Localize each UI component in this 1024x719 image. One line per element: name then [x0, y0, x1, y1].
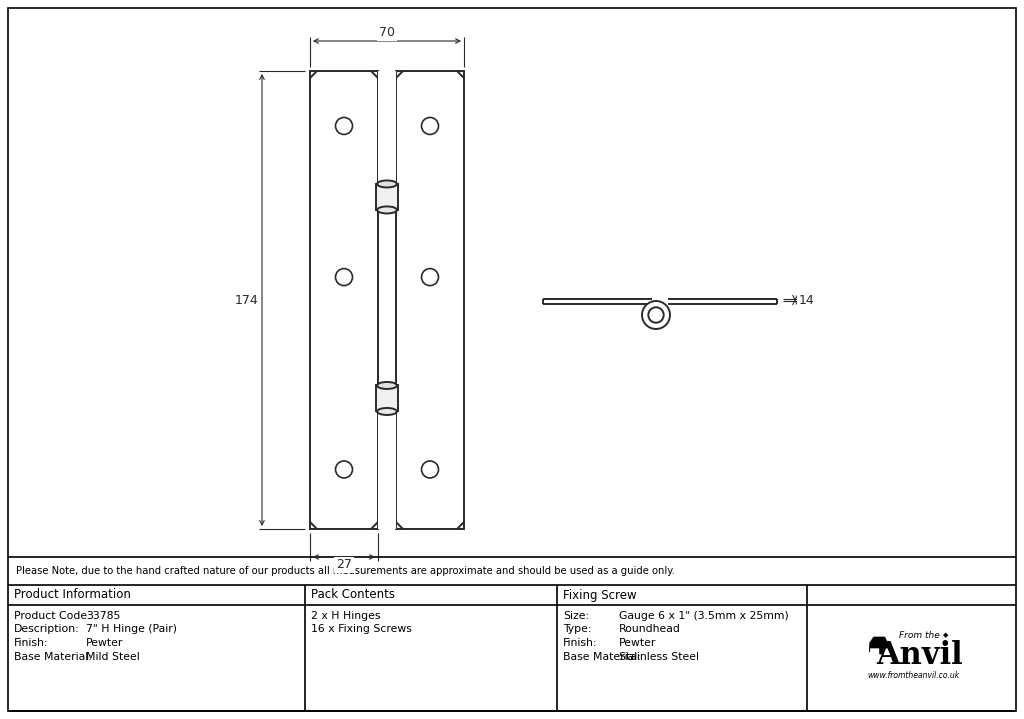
- Text: Please Note, due to the hand crafted nature of our products all measurements are: Please Note, due to the hand crafted nat…: [16, 566, 675, 576]
- Text: Gauge 6 x 1" (3.5mm x 25mm): Gauge 6 x 1" (3.5mm x 25mm): [620, 611, 790, 621]
- Text: From the: From the: [899, 631, 940, 641]
- Text: Fixing Screw: Fixing Screw: [563, 588, 637, 602]
- Ellipse shape: [377, 382, 397, 389]
- Text: Description:: Description:: [14, 625, 80, 634]
- Text: Type:: Type:: [563, 625, 592, 634]
- Bar: [378, 71, 396, 184]
- Ellipse shape: [377, 206, 397, 214]
- Ellipse shape: [377, 408, 397, 415]
- Bar: [378, 411, 396, 529]
- Text: Finish:: Finish:: [14, 638, 48, 648]
- Text: 27: 27: [336, 559, 352, 572]
- Text: Product Code:: Product Code:: [14, 611, 91, 621]
- Bar: [378, 210, 396, 385]
- Circle shape: [642, 301, 670, 329]
- Circle shape: [336, 117, 352, 134]
- Text: Stainless Steel: Stainless Steel: [620, 651, 699, 661]
- Circle shape: [336, 269, 352, 285]
- Text: Finish:: Finish:: [563, 638, 598, 648]
- Text: 33785: 33785: [86, 611, 121, 621]
- Circle shape: [336, 461, 352, 478]
- Text: 14: 14: [799, 293, 815, 306]
- Bar: [310, 71, 378, 529]
- Text: ◆: ◆: [943, 632, 948, 638]
- Ellipse shape: [377, 180, 397, 188]
- Text: Mild Steel: Mild Steel: [86, 651, 139, 661]
- Text: Pewter: Pewter: [620, 638, 656, 648]
- Text: 174: 174: [236, 293, 259, 306]
- Text: 16 x Fixing Screws: 16 x Fixing Screws: [311, 625, 413, 634]
- Circle shape: [422, 269, 438, 285]
- Text: 2 x H Hinges: 2 x H Hinges: [311, 611, 381, 621]
- Text: Base Material:: Base Material:: [563, 651, 641, 661]
- Polygon shape: [869, 637, 888, 654]
- Text: www.fromtheanvil.co.uk: www.fromtheanvil.co.uk: [867, 672, 959, 680]
- Text: Pewter: Pewter: [86, 638, 123, 648]
- Circle shape: [422, 461, 438, 478]
- Text: Roundhead: Roundhead: [620, 625, 681, 634]
- Bar: [396, 71, 464, 529]
- Text: Size:: Size:: [563, 611, 590, 621]
- Text: 7" H Hinge (Pair): 7" H Hinge (Pair): [86, 625, 177, 634]
- Circle shape: [648, 307, 664, 323]
- Text: Pack Contents: Pack Contents: [311, 588, 395, 602]
- Text: 70: 70: [379, 27, 395, 40]
- Text: Base Material:: Base Material:: [14, 651, 92, 661]
- Text: Product Information: Product Information: [14, 588, 131, 602]
- Bar: [376, 385, 398, 411]
- Bar: [376, 184, 398, 210]
- Circle shape: [422, 117, 438, 134]
- Text: Anvil: Anvil: [877, 641, 963, 672]
